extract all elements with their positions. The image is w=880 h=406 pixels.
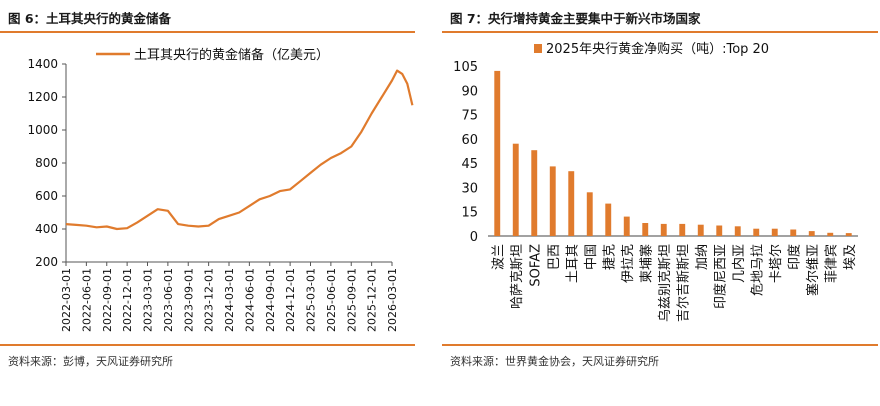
bar [623, 216, 630, 236]
bar [586, 192, 593, 236]
bar [716, 225, 723, 236]
x-tick-label: 2023-06-01 [162, 268, 175, 332]
y-tick-label: 45 [461, 157, 478, 172]
right-top-rule [442, 31, 878, 33]
x-tick-label: 2025-12-01 [366, 268, 379, 332]
category-label: 柬埔寨 [638, 244, 654, 283]
right-bottom-rule [442, 344, 878, 346]
category-label: 印度尼西亚 [712, 244, 728, 309]
y-tick-label: 75 [461, 109, 478, 124]
y-tick-label: 90 [461, 84, 478, 99]
category-label: SOFAZ [528, 244, 543, 287]
bar [827, 232, 834, 236]
x-tick-label: 2026-03-01 [386, 268, 399, 332]
category-label: 哈萨克斯坦 [510, 244, 525, 309]
bar [549, 166, 556, 236]
bar [790, 229, 797, 236]
category-label: 乌兹别克斯坦 [657, 244, 673, 322]
left-source: 资料来源：彭博，天风证券研究所 [8, 355, 173, 368]
x-tick-label: 2023-03-01 [142, 268, 155, 332]
x-tick-label: 2025-06-01 [325, 268, 338, 332]
central-bank-purchase-bar-chart: 0 15 30 45 60 75 90 105 波兰 哈萨克斯坦 SOFAZ 巴西 土耳其 中国 捷克 伊拉克… [453, 41, 858, 322]
y-tick-label: 200 [35, 255, 58, 269]
x-tick-label: 2022-12-01 [121, 268, 134, 332]
x-tick-label: 2024-12-01 [284, 268, 297, 332]
reserve-series-line [65, 69, 414, 231]
bar [808, 231, 815, 236]
category-label: 印度 [786, 244, 802, 270]
left-top-rule [0, 31, 415, 33]
category-label: 加纳 [695, 244, 710, 270]
category-label: 伊拉克 [621, 244, 636, 283]
category-label: 中国 [584, 244, 599, 270]
x-tick-label: 2022-03-01 [60, 268, 73, 332]
bar [845, 233, 852, 236]
y-tick-label: 60 [461, 133, 478, 148]
y-tick-label: 1400 [27, 57, 58, 71]
y-tick-label: 800 [35, 156, 58, 170]
x-tick-label: 2025-03-01 [305, 268, 318, 332]
left-figure-title: 图 6：土耳其央行的黄金储备 [8, 11, 172, 26]
y-tick-label: 400 [35, 222, 58, 236]
bar [771, 228, 778, 236]
bar [697, 224, 704, 236]
x-tick-label: 2024-09-01 [264, 268, 277, 332]
x-tick-label: 2023-09-01 [182, 268, 195, 332]
bar [642, 223, 649, 236]
y-tick-label: 600 [35, 189, 58, 203]
y-tick-label: 1000 [27, 123, 58, 137]
y-tick-label: 30 [461, 181, 478, 196]
category-label: 土耳其 [565, 244, 580, 283]
bar [734, 226, 741, 236]
bar [679, 223, 686, 236]
y-tick-label: 1200 [27, 90, 58, 104]
bar [494, 70, 501, 237]
category-label: 埃及 [843, 244, 858, 270]
category-label: 菲律宾 [823, 244, 839, 283]
category-label: 波兰 [491, 244, 506, 270]
category-label: 几内亚 [731, 244, 747, 283]
y-tick-label: 15 [461, 206, 478, 221]
category-label: 吉尔吉斯斯坦 [676, 244, 691, 322]
y-tick-label: 0 [470, 230, 478, 245]
gold-reserve-line-chart: 200 400 600 800 1000 1200 1400 2022-03-01 2022-0… [27, 47, 414, 332]
right-source: 资料来源：世界黄金协会，天风证券研究所 [450, 355, 659, 368]
category-label: 巴西 [547, 244, 562, 270]
bar [512, 143, 519, 236]
bar [660, 223, 667, 236]
right-figure-title: 图 7：央行增持黄金主要集中于新兴市场国家 [450, 11, 701, 26]
left-bottom-rule [0, 344, 415, 346]
bar [753, 228, 760, 236]
x-tick-label: 2022-06-01 [80, 268, 93, 332]
legend-label: 土耳其央行的黄金储备（亿美元） [134, 47, 329, 63]
legend-label: 2025年央行黄金净购买（吨）:Top 20 [546, 41, 769, 57]
right-panel: 图 7：央行增持黄金主要集中于新兴市场国家 0 15 30 45 60 75 90 105 波兰… [442, 0, 880, 406]
left-panel: 图 6：土耳其央行的黄金储备 200 400 600 800 1000 1200 1400 2… [0, 0, 430, 406]
x-tick-label: 2022-09-01 [101, 268, 114, 332]
category-label: 捷克 [602, 244, 617, 270]
x-tick-label: 2023-12-01 [203, 268, 216, 332]
category-label: 危地马拉 [750, 244, 765, 296]
category-label: 塞尔维亚 [805, 244, 821, 296]
legend-swatch [534, 44, 542, 53]
bar [605, 203, 612, 236]
x-tick-label: 2025-09-01 [345, 268, 358, 332]
bar [531, 150, 538, 236]
category-label: 卡塔尔 [769, 244, 784, 283]
bar [568, 171, 575, 236]
x-tick-label: 2024-06-01 [243, 268, 256, 332]
x-tick-label: 2024-03-01 [223, 268, 236, 332]
y-tick-label: 105 [453, 60, 478, 75]
